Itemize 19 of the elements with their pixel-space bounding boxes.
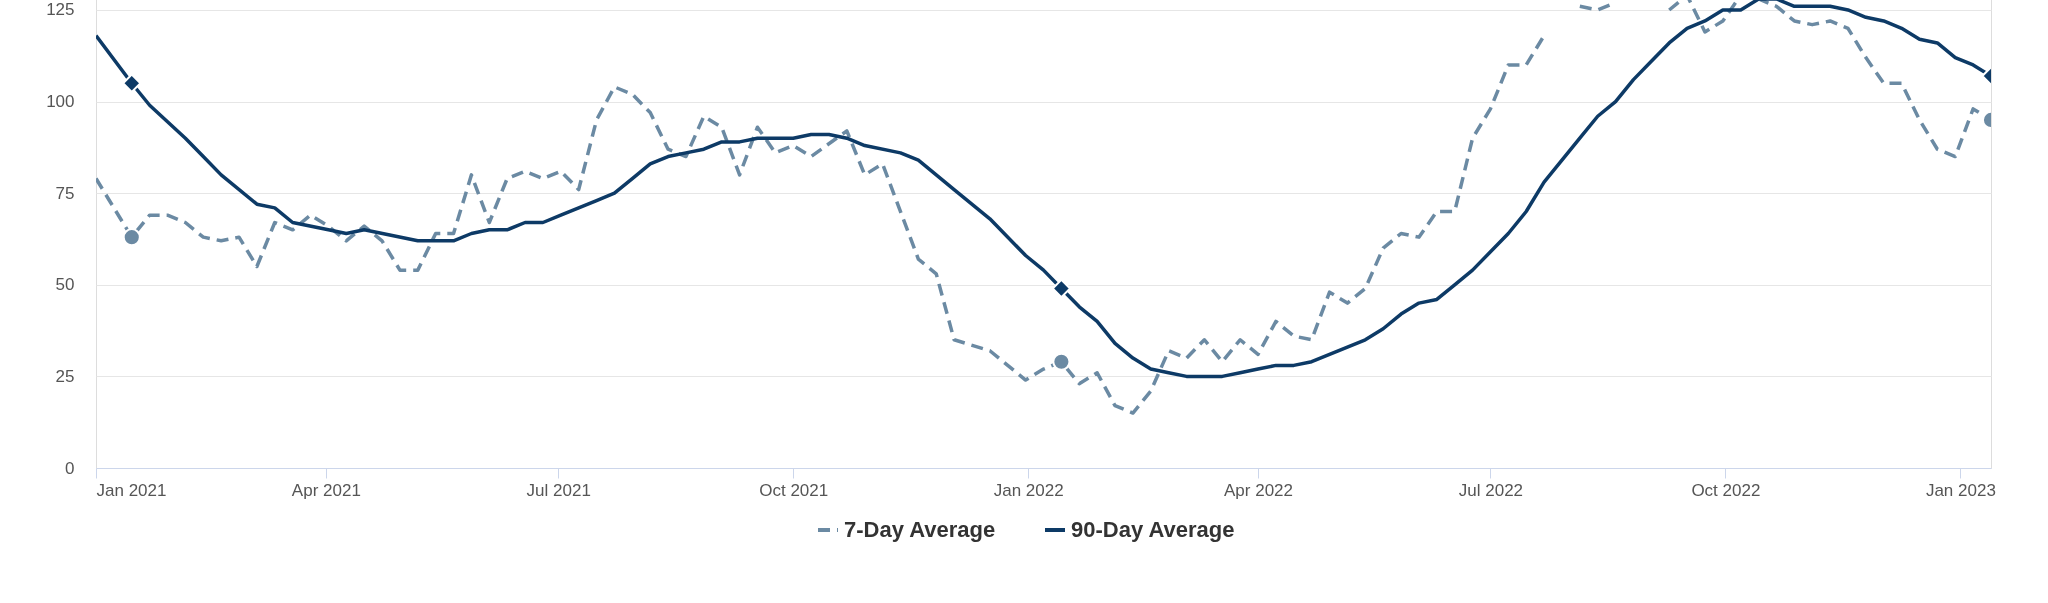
- x-tick-label: Oct 2021: [759, 480, 829, 500]
- y-tick-label: 0: [65, 458, 75, 478]
- x-tick-label: Jul 2022: [1458, 480, 1524, 500]
- y-tick-label: 75: [55, 183, 75, 203]
- legend-label: 90-Day Average: [1071, 517, 1235, 542]
- y-tick-label: 25: [55, 366, 75, 386]
- x-tick-label: Apr 2021: [291, 480, 361, 500]
- x-tick-label: Jul 2021: [526, 480, 591, 500]
- legend-label: 7-Day Average: [844, 517, 996, 542]
- x-tick-label: Jan 2022: [993, 480, 1064, 500]
- x-tick-label: Apr 2022: [1224, 480, 1294, 500]
- y-tick-label: 100: [46, 92, 75, 112]
- x-tick-label: Jan 2021: [96, 480, 167, 500]
- x-tick-label: Oct 2022: [1691, 480, 1761, 500]
- y-tick-label: 125: [46, 0, 75, 20]
- y-tick-label: 50: [55, 275, 75, 295]
- point: [122, 228, 141, 247]
- point: [122, 73, 142, 93]
- x-tick-label: Jan 2023: [1925, 480, 1996, 500]
